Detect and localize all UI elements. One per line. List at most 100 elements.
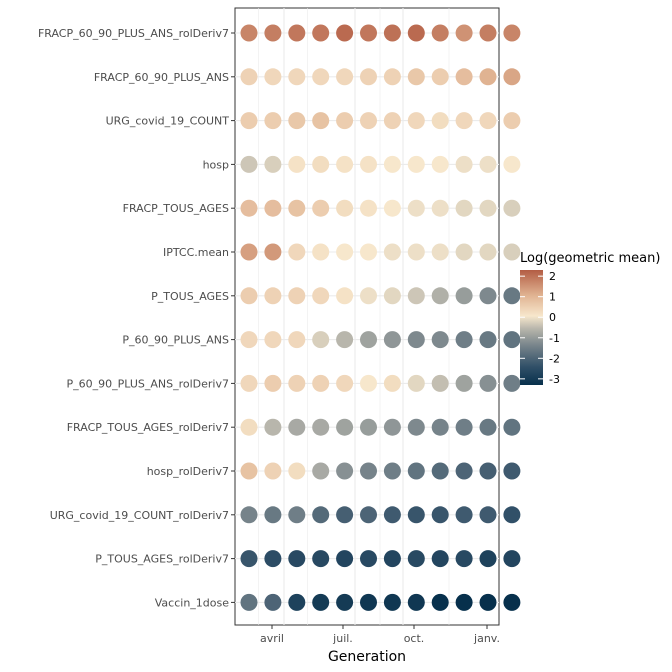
dot <box>455 418 473 436</box>
dot <box>288 593 306 611</box>
dot <box>431 68 449 86</box>
y-axis-labels: FRACP_60_90_PLUS_ANS_rolDeriv7 FRACP_60_9… <box>38 27 235 609</box>
dot <box>360 155 377 173</box>
dot <box>336 418 354 436</box>
dot <box>407 331 425 349</box>
dot <box>312 155 330 173</box>
dot <box>383 243 401 261</box>
dot <box>264 374 282 392</box>
dot <box>360 112 377 130</box>
dot <box>407 418 425 436</box>
y-axis-label: P_60_90_PLUS_ANS_rolDeriv7 <box>66 377 229 390</box>
dot <box>360 287 377 305</box>
dot <box>503 593 521 611</box>
y-axis-label: P_TOUS_AGES <box>151 290 229 303</box>
dot <box>479 24 497 42</box>
x-tick-label: janv. <box>473 632 500 645</box>
dot <box>288 24 306 42</box>
dot <box>479 155 497 173</box>
dot <box>312 112 330 130</box>
dot <box>360 199 377 217</box>
dot <box>431 593 449 611</box>
dot <box>288 418 306 436</box>
dot <box>312 68 330 86</box>
dot <box>407 68 425 86</box>
dot <box>336 550 354 568</box>
dot <box>240 374 258 392</box>
legend-title: Log(geometric mean) <box>520 251 660 266</box>
dot <box>312 462 330 480</box>
dot <box>240 418 258 436</box>
legend-tick-label: -2 <box>549 352 560 365</box>
dot <box>383 331 401 349</box>
dot <box>503 24 521 42</box>
dot <box>360 331 377 349</box>
y-axis-label: URG_covid_19_COUNT_rolDeriv7 <box>50 509 229 522</box>
dot <box>360 506 377 524</box>
dot <box>455 199 473 217</box>
dot <box>431 112 449 130</box>
dot <box>288 331 306 349</box>
y-axis-label: FRACP_TOUS_AGES_rolDeriv7 <box>67 421 229 434</box>
dot <box>264 243 282 261</box>
dot <box>336 199 354 217</box>
dot <box>288 374 306 392</box>
dot <box>383 68 401 86</box>
dot <box>336 24 354 42</box>
dot <box>479 462 497 480</box>
x-axis-ticks: avril juil. oct. janv. <box>260 625 500 645</box>
dot <box>407 243 425 261</box>
dot <box>240 462 258 480</box>
dot <box>479 374 497 392</box>
dot <box>264 24 282 42</box>
dot <box>360 418 377 436</box>
dot <box>240 331 258 349</box>
dot <box>336 155 354 173</box>
legend-tick-label: -1 <box>549 332 560 345</box>
dot <box>479 331 497 349</box>
dot <box>240 593 258 611</box>
dot <box>383 593 401 611</box>
dot <box>431 155 449 173</box>
dot <box>360 243 377 261</box>
dot <box>336 243 354 261</box>
dot <box>312 199 330 217</box>
dot <box>240 550 258 568</box>
dot <box>455 155 473 173</box>
legend-tick-label: 1 <box>549 291 556 304</box>
dot <box>455 593 473 611</box>
legend-tick-label: 2 <box>549 270 556 283</box>
dot <box>383 155 401 173</box>
dot <box>240 287 258 305</box>
dot <box>479 199 497 217</box>
dot <box>503 331 521 349</box>
x-axis-title: Generation <box>328 649 406 665</box>
dot <box>503 287 521 305</box>
y-axis-label: P_60_90_PLUS_ANS <box>122 334 229 347</box>
dot <box>312 593 330 611</box>
dot <box>383 112 401 130</box>
dot <box>240 199 258 217</box>
dot <box>431 418 449 436</box>
dot <box>431 331 449 349</box>
legend-tick-label: -3 <box>549 373 560 386</box>
dot <box>503 155 521 173</box>
dot <box>336 462 354 480</box>
dot <box>455 506 473 524</box>
dot <box>312 24 330 42</box>
dot <box>431 199 449 217</box>
dot <box>503 243 521 261</box>
grid <box>235 8 499 625</box>
dot <box>407 24 425 42</box>
dot <box>479 506 497 524</box>
dot <box>479 593 497 611</box>
dot <box>383 506 401 524</box>
dot <box>264 287 282 305</box>
dot <box>431 550 449 568</box>
dot <box>455 374 473 392</box>
dot <box>360 550 377 568</box>
dot <box>336 506 354 524</box>
dot <box>264 506 282 524</box>
y-axis-label: IPTCC.mean <box>163 246 229 259</box>
